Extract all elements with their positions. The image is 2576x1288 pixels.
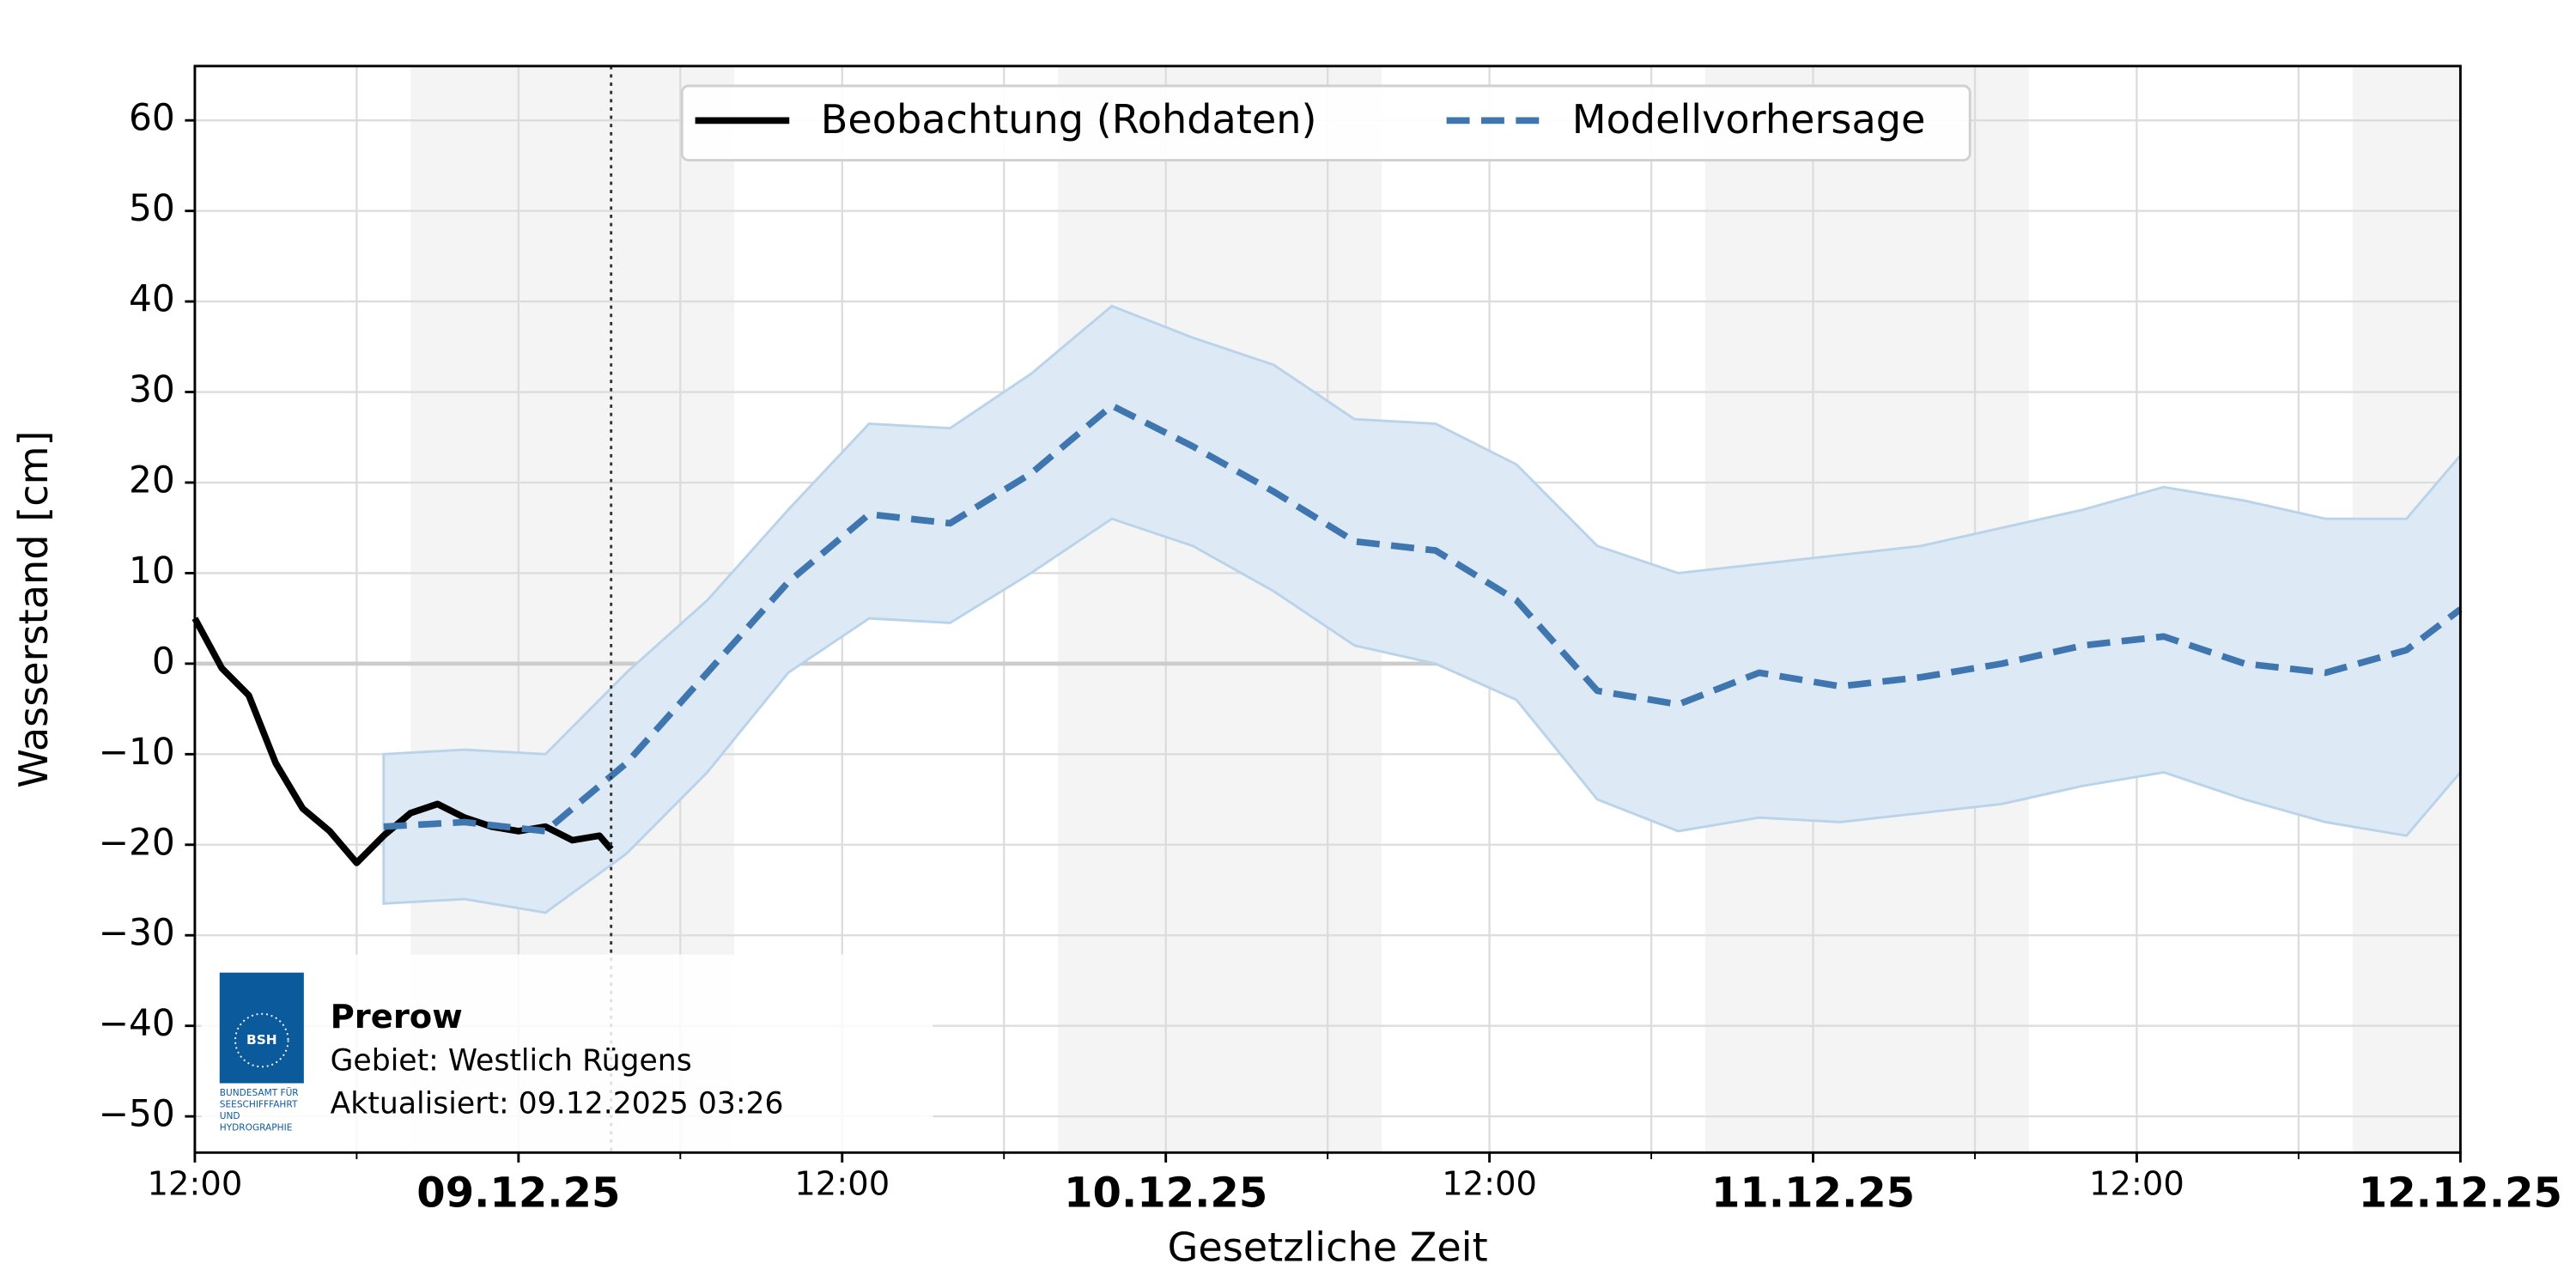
logo-caption: HYDROGRAPHIE: [220, 1122, 293, 1133]
y-tick-label: 10: [129, 550, 175, 592]
legend-label: Modellvorhersage: [1572, 96, 1926, 143]
logo-caption: BUNDESAMT FÜR: [220, 1087, 300, 1098]
station-info: Gebiet: Westlich Rügens: [331, 1044, 692, 1078]
x-tick-label: 12.12.25: [2359, 1169, 2562, 1217]
x-tick-label: 10.12.25: [1064, 1169, 1267, 1217]
x-tick-label: 12:00: [148, 1164, 243, 1203]
y-tick-label: 0: [152, 640, 175, 682]
logo: [219, 972, 304, 1084]
y-tick-label: −30: [99, 912, 175, 954]
logo-caption: SEESCHIFFFAHRT: [220, 1100, 298, 1110]
y-tick-label: 20: [129, 459, 175, 501]
y-tick-label: −40: [99, 1002, 175, 1044]
x-tick-label: 11.12.25: [1711, 1169, 1915, 1217]
y-tick-label: 40: [129, 278, 175, 320]
logo-caption: UND: [220, 1111, 240, 1121]
y-tick-label: −50: [99, 1093, 175, 1135]
x-axis-label: Gesetzliche Zeit: [1168, 1224, 1488, 1270]
y-tick-label: −20: [99, 821, 175, 863]
y-tick-label: −10: [99, 731, 175, 773]
y-axis-label: Wasserstand [cm]: [10, 430, 57, 787]
legend-label: Beobachtung (Rohdaten): [821, 96, 1317, 143]
y-tick-label: 30: [129, 368, 175, 410]
series-line: [383, 402, 2463, 835]
y-tick-label: 50: [129, 187, 175, 229]
x-tick-label: 12:00: [2089, 1164, 2184, 1203]
legend-box: [680, 84, 1971, 161]
station-box: [201, 954, 933, 1151]
station-info: Aktualisiert: 09.12.2025 03:26: [331, 1087, 784, 1121]
x-tick-label: 09.12.25: [416, 1169, 620, 1217]
x-tick-label: 12:00: [794, 1164, 890, 1203]
x-tick-label: 12:00: [1442, 1164, 1537, 1203]
logo-ring: [234, 1012, 289, 1068]
station-title: Prerow: [331, 998, 463, 1036]
series-line: [191, 617, 614, 866]
y-tick-label: 60: [129, 97, 175, 139]
logo-text: BSH: [246, 1032, 277, 1048]
